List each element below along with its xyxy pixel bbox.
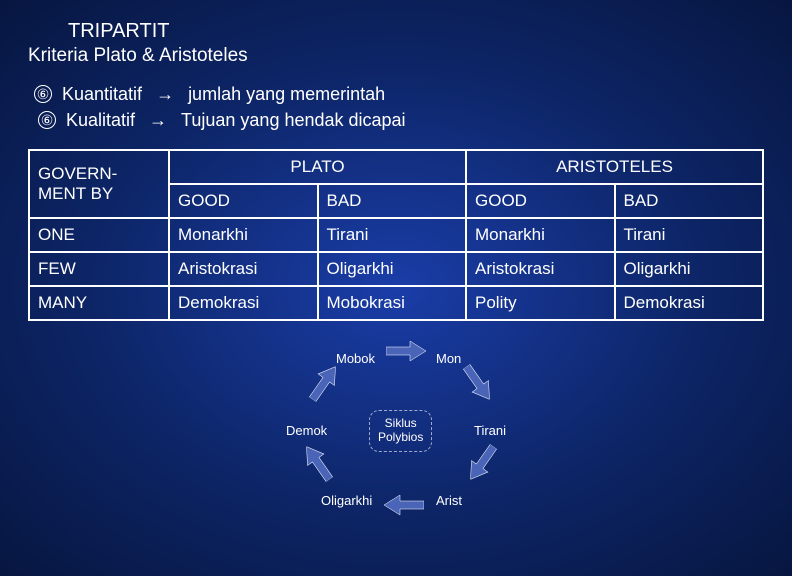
header-plato: PLATO	[169, 150, 466, 184]
arrow-icon	[457, 360, 500, 407]
cell: Tirani	[615, 218, 764, 252]
bullet-1-b: jumlah yang memerintah	[188, 81, 385, 107]
cell: Mobokrasi	[318, 286, 467, 320]
bullet-1-a: Kuantitatif	[62, 81, 142, 107]
node-arist: Arist	[436, 493, 462, 508]
bullet-2-b: Tujuan yang hendak dicapai	[181, 107, 406, 133]
polybios-cycle: Siklus Polybios Mobok Mon Demok Tirani O…	[226, 333, 566, 533]
subheader-bad-plato: BAD	[318, 184, 467, 218]
table-row: FEW Aristokrasi Oligarkhi Aristokrasi Ol…	[29, 252, 763, 286]
header-govt-by-1: GOVERN-	[38, 164, 117, 183]
table-header-row-1: GOVERN- MENT BY PLATO ARISTOTELES	[29, 150, 763, 184]
table-row: ONE Monarkhi Tirani Monarkhi Tirani	[29, 218, 763, 252]
arrow-icon: →	[145, 107, 171, 133]
bullet-num-icon: ⑥	[34, 85, 52, 103]
cell: Tirani	[318, 218, 467, 252]
cell: Aristokrasi	[466, 252, 615, 286]
cycle-center-2: Polybios	[378, 430, 423, 444]
arrow-icon	[297, 440, 340, 487]
node-tirani: Tirani	[474, 423, 506, 438]
bullet-num-icon: ⑥	[38, 111, 56, 129]
node-demok: Demok	[286, 423, 327, 438]
header-govt-by: GOVERN- MENT BY	[29, 150, 169, 218]
page-title: TRIPARTIT	[28, 20, 169, 43]
bullet-2-a: Kualitatif	[66, 107, 135, 133]
cell: Oligarkhi	[615, 252, 764, 286]
subheader-good-plato: GOOD	[169, 184, 318, 218]
subheader-good-arist: GOOD	[466, 184, 615, 218]
bullet-1: ⑥ Kuantitatif → jumlah yang memerintah	[34, 81, 764, 107]
cell-key: ONE	[29, 218, 169, 252]
header-govt-by-2: MENT BY	[38, 184, 113, 203]
government-table: GOVERN- MENT BY PLATO ARISTOTELES GOOD B…	[28, 149, 764, 321]
bullet-2: ⑥ Kualitatif → Tujuan yang hendak dicapa…	[34, 107, 764, 133]
cell: Aristokrasi	[169, 252, 318, 286]
node-mon: Mon	[436, 351, 461, 366]
cell: Demokrasi	[169, 286, 318, 320]
header-aristoteles: ARISTOTELES	[466, 150, 763, 184]
arrow-icon	[386, 339, 426, 363]
cell: Polity	[466, 286, 615, 320]
heading-row: TRIPARTIT	[28, 20, 764, 43]
cell-key: FEW	[29, 252, 169, 286]
subheader-bad-arist: BAD	[615, 184, 764, 218]
cycle-center-1: Siklus	[385, 416, 417, 430]
node-olig: Oligarkhi	[321, 493, 372, 508]
node-mobok: Mobok	[336, 351, 375, 366]
slide: TRIPARTIT Kriteria Plato & Aristoteles ⑥…	[0, 0, 792, 576]
table-row: MANY Demokrasi Mobokrasi Polity Demokras…	[29, 286, 763, 320]
cell-key: MANY	[29, 286, 169, 320]
cell: Oligarkhi	[318, 252, 467, 286]
cell: Monarkhi	[466, 218, 615, 252]
arrow-icon	[384, 493, 424, 517]
arrow-icon: →	[152, 81, 178, 107]
subheading: Kriteria Plato & Aristoteles	[28, 45, 764, 67]
cell: Monarkhi	[169, 218, 318, 252]
bullet-list: ⑥ Kuantitatif → jumlah yang memerintah ⑥…	[34, 81, 764, 133]
cell: Demokrasi	[615, 286, 764, 320]
cycle-center: Siklus Polybios	[369, 410, 432, 452]
arrow-icon	[461, 440, 504, 487]
arrow-icon	[303, 360, 346, 407]
